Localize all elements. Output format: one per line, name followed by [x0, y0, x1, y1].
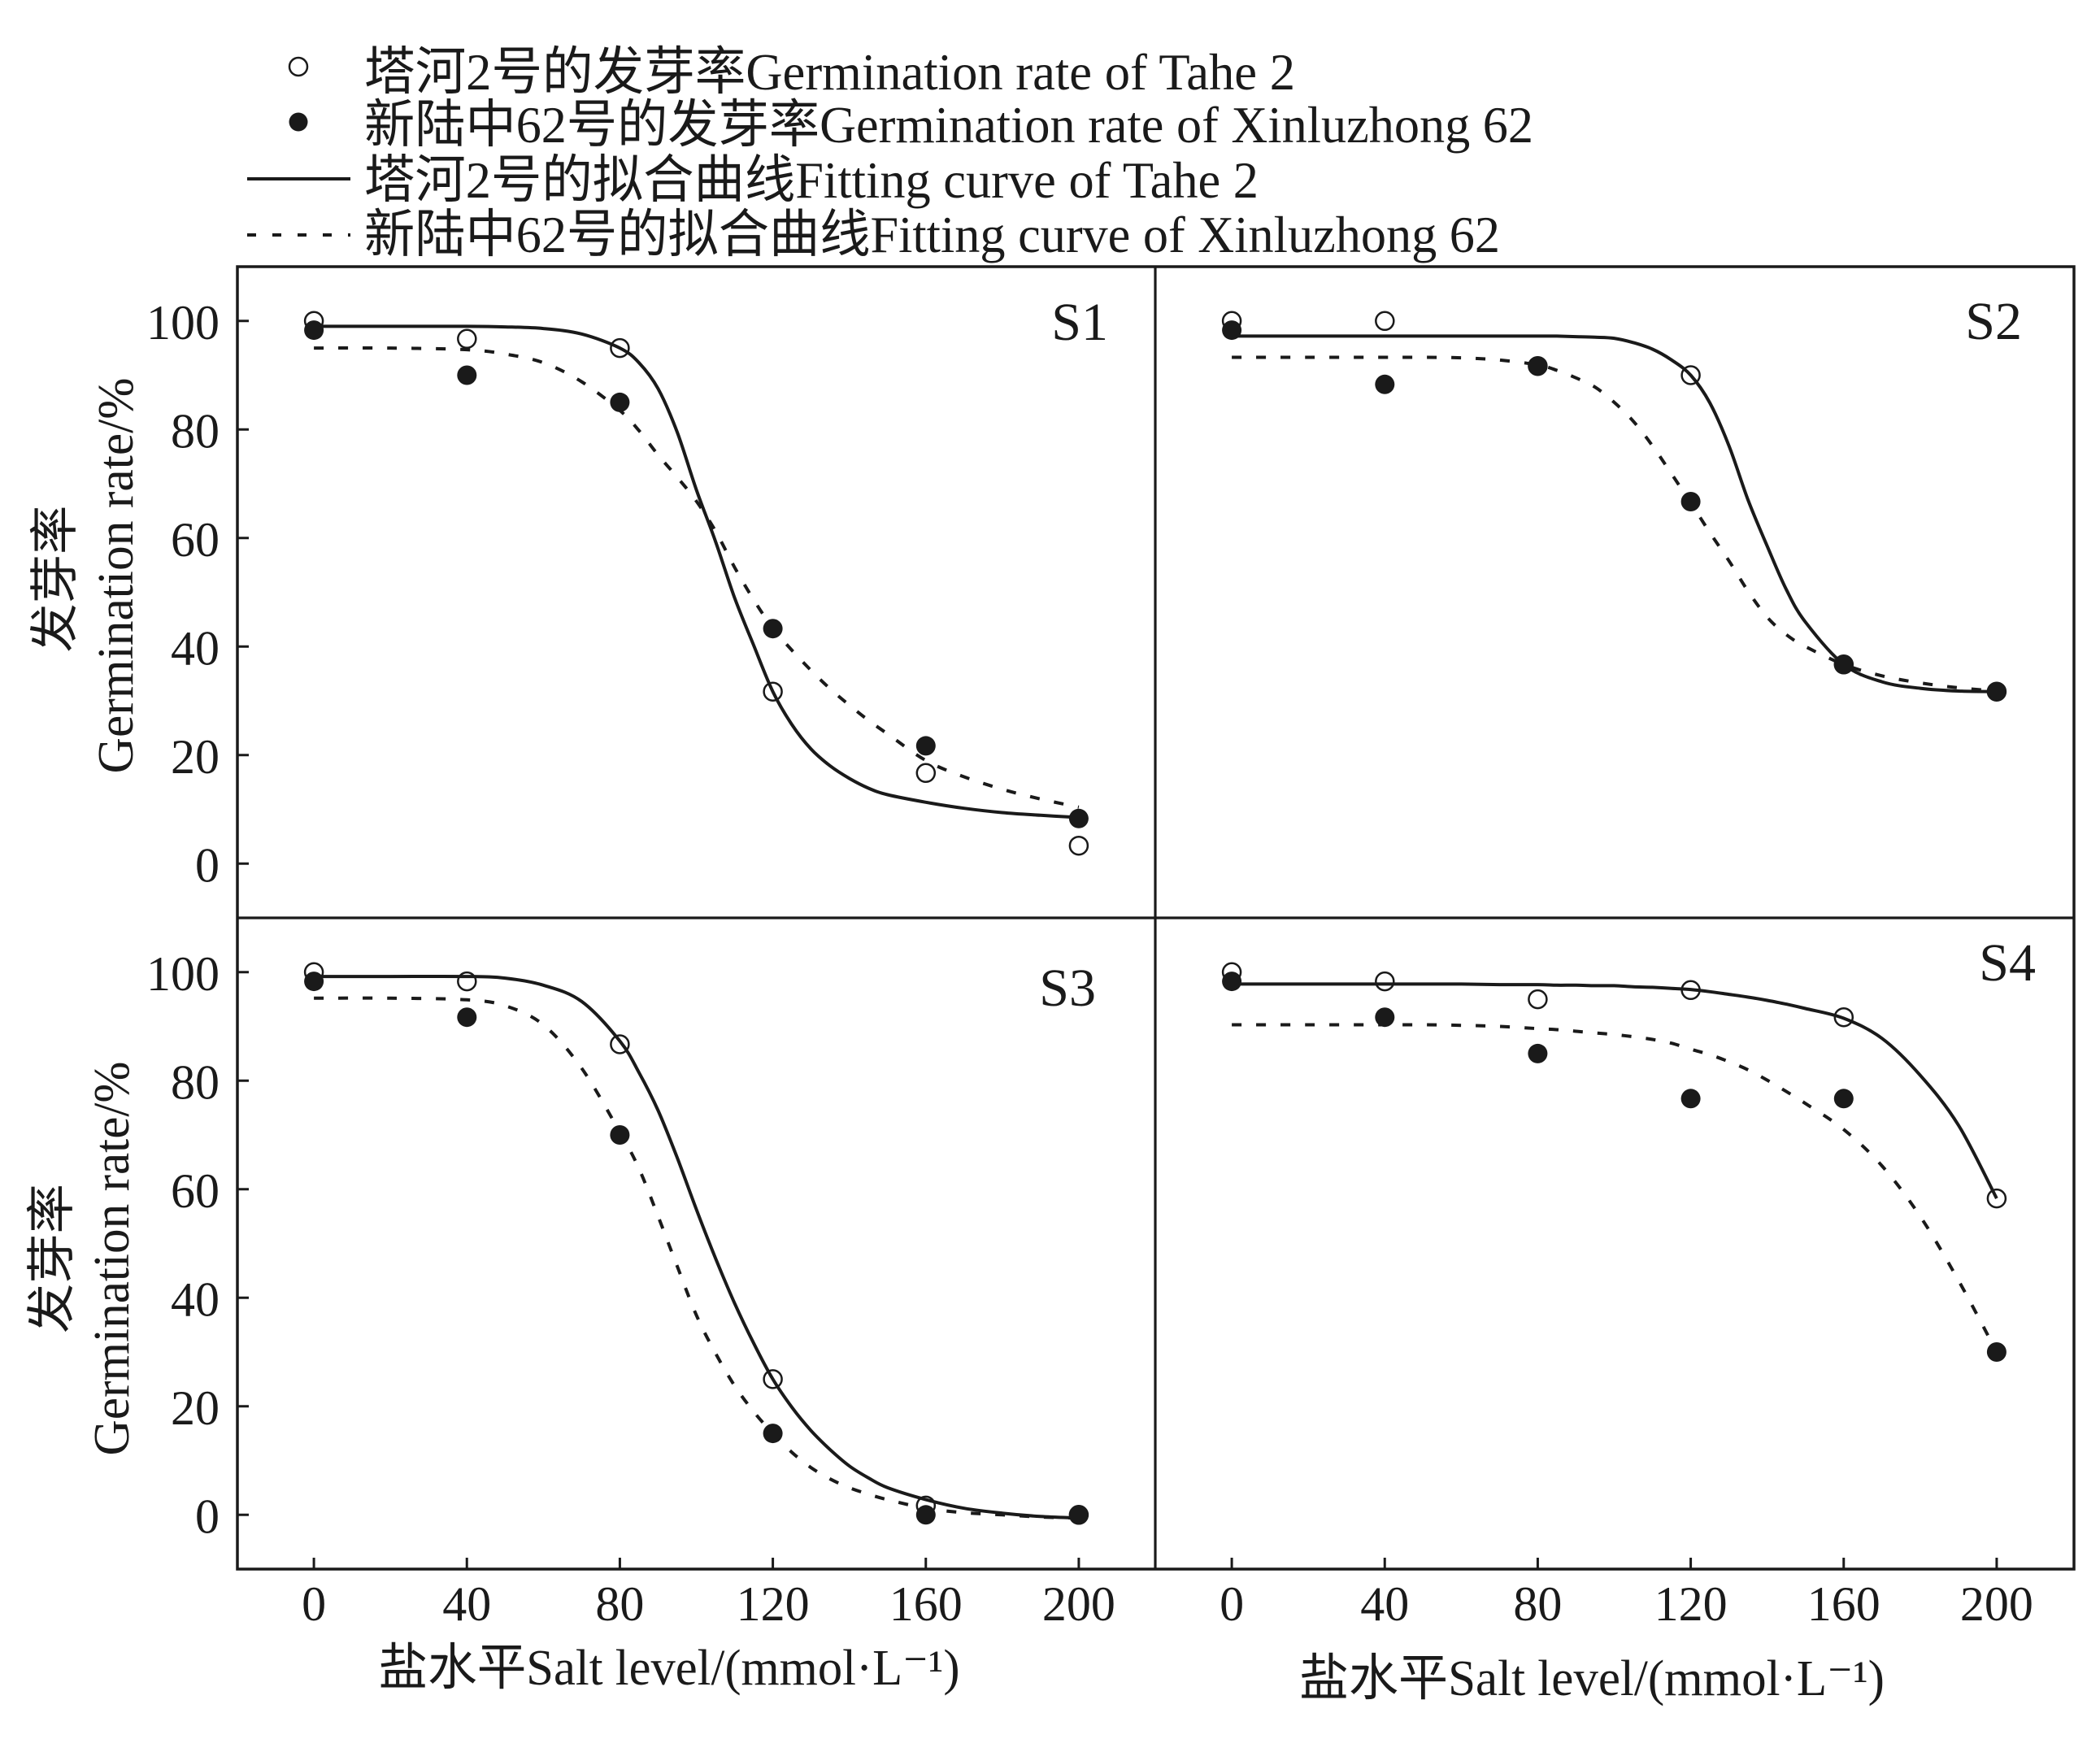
fit-curve-xinluzhong62	[314, 996, 1079, 1520]
data-point-tahe2	[457, 328, 477, 350]
panel-3: 0 20 40 60 80 100 0 40 80 120 160 200	[146, 947, 1115, 1631]
data-point-xinluzhong62	[1068, 808, 1089, 828]
y-tick-label: 0	[195, 1489, 220, 1543]
data-point-tahe2	[1833, 1006, 1854, 1028]
x-tick-label: 160	[1807, 1577, 1880, 1631]
data-point-tahe2	[1375, 311, 1395, 332]
data-point-xinluzhong62	[1222, 972, 1242, 992]
legend: 塔河2号的发芽率Germination rate of Tahe 2 新陆中62…	[247, 43, 1533, 263]
y-tick-label: 100	[146, 947, 220, 1001]
panel-title: S3	[1039, 959, 1096, 1018]
data-point-tahe2	[763, 681, 783, 702]
data-point-xinluzhong62	[304, 320, 324, 341]
x-tick-label: 120	[1654, 1577, 1728, 1631]
y-axis-label-cn: 发芽率	[28, 506, 82, 653]
fit-curve-xinluzhong62	[1232, 1023, 1998, 1353]
data-point-tahe2	[1986, 1188, 2007, 1209]
fit-curve-tahe2	[1232, 982, 1998, 1200]
legend-label: 新陆中62号的发芽率Germination rate of Xinluzhong…	[364, 96, 1533, 154]
x-tick-label: 160	[889, 1577, 963, 1631]
fit-curve-xinluzhong62	[1232, 355, 1998, 693]
legend-label: 新陆中62号的拟合曲线Fitting curve of Xinluzhong 6…	[364, 206, 1500, 263]
legend-item-tahe2-fit: 塔河2号的拟合曲线Fitting curve of Tahe 2	[247, 151, 1259, 209]
data-point-xinluzhong62	[610, 1125, 630, 1145]
y-axis-label-en: Germination rate/%	[89, 378, 144, 774]
y-axis-label-cn: 发芽率	[25, 1184, 79, 1333]
y-axis-label-en: Germination rate/%	[85, 1062, 140, 1456]
panel-2	[1221, 311, 2007, 702]
panel-title: S4	[1979, 933, 2036, 993]
x-tick-label: 40	[1360, 1577, 1409, 1631]
open-circle-icon	[288, 56, 309, 77]
data-point-tahe2	[610, 337, 630, 359]
data-point-xinluzhong62	[457, 1007, 477, 1028]
data-point-tahe2	[1680, 365, 1701, 385]
data-point-tahe2	[1068, 835, 1089, 856]
y-tick-label: 40	[171, 621, 220, 675]
fit-curve-tahe2	[314, 324, 1080, 820]
panel-title: S1	[1051, 293, 1108, 352]
data-point-xinluzhong62	[1986, 681, 2007, 702]
data-point-xinluzhong62	[1375, 374, 1395, 394]
data-point-xinluzhong62	[457, 365, 477, 385]
data-point-xinluzhong62	[915, 1505, 936, 1525]
data-point-xinluzhong62	[1680, 1089, 1701, 1109]
fit-curve-tahe2	[314, 974, 1080, 1520]
fit-curve-xinluzhong62	[314, 346, 1080, 809]
y-tick-label: 0	[195, 838, 220, 892]
y-tick-label: 20	[171, 1381, 220, 1435]
data-point-xinluzhong62	[610, 392, 630, 412]
panel-4: 0 40 80 120 160 200	[1220, 962, 2033, 1631]
data-point-xinluzhong62	[304, 972, 324, 992]
y-tick-label: 60	[171, 1164, 220, 1218]
y-tick-label: 80	[171, 1055, 220, 1109]
data-point-xinluzhong62	[1833, 1089, 1854, 1109]
filled-circle-icon	[289, 112, 308, 132]
data-point-tahe2	[1375, 971, 1395, 992]
data-point-tahe2	[915, 763, 937, 784]
x-tick-label: 0	[1220, 1577, 1244, 1631]
data-point-xinluzhong62	[915, 736, 936, 756]
y-tick-label: 100	[146, 296, 220, 350]
data-point-xinluzhong62	[1375, 1007, 1395, 1028]
y-tick-label: 40	[171, 1272, 220, 1326]
x-tick-label: 80	[1513, 1577, 1562, 1631]
data-point-tahe2	[1680, 980, 1701, 1001]
plot-area: 0 20 40 60 80 100 0 20 40 60 80 100 0 40 80 120 160 200 0 4…	[146, 296, 2033, 1631]
legend-item-xinluzhong62-fit: 新陆中62号的拟合曲线Fitting curve of Xinluzhong 6…	[247, 206, 1500, 263]
panel-1: 0 20 40 60 80 100	[146, 296, 1089, 892]
y-tick-label: 80	[171, 404, 220, 458]
data-point-xinluzhong62	[1528, 1043, 1548, 1063]
fit-curve-tahe2	[1232, 334, 1997, 693]
data-point-xinluzhong62	[1986, 1342, 2007, 1362]
data-point-xinluzhong62	[1068, 1505, 1089, 1525]
data-point-xinluzhong62	[1528, 356, 1548, 376]
legend-label: 塔河2号的发芽率Germination rate of Tahe 2	[364, 43, 1295, 101]
data-point-tahe2	[763, 1369, 783, 1389]
data-point-tahe2	[610, 1034, 630, 1054]
data-point-xinluzhong62	[763, 1424, 783, 1444]
y-tick-label: 60	[171, 513, 220, 567]
y-tick-label: 20	[171, 730, 220, 784]
x-tick-label: 80	[595, 1577, 644, 1631]
panel-title: S2	[1965, 292, 2022, 351]
x-tick-label: 40	[442, 1577, 491, 1631]
x-tick-label: 0	[302, 1577, 326, 1631]
x-tick-label: 200	[1042, 1577, 1115, 1631]
legend-label: 塔河2号的拟合曲线Fitting curve of Tahe 2	[364, 151, 1259, 209]
data-point-tahe2	[457, 971, 477, 992]
data-point-xinluzhong62	[1680, 492, 1701, 511]
x-axis-label: 盐水平Salt level/(mmol·L⁻¹)	[1299, 1651, 1885, 1706]
data-point-tahe2	[1528, 989, 1548, 1010]
x-tick-label: 200	[1960, 1577, 2033, 1631]
data-point-xinluzhong62	[1833, 654, 1854, 675]
legend-item-xinluzhong62-rate: 新陆中62号的发芽率Germination rate of Xinluzhong…	[289, 96, 1533, 154]
x-axis-label: 盐水平Salt level/(mmol·L⁻¹)	[379, 1641, 960, 1696]
data-point-xinluzhong62	[1222, 320, 1242, 341]
data-point-xinluzhong62	[763, 619, 783, 639]
x-tick-label: 120	[737, 1577, 810, 1631]
legend-item-tahe2-rate: 塔河2号的发芽率Germination rate of Tahe 2	[288, 43, 1295, 101]
